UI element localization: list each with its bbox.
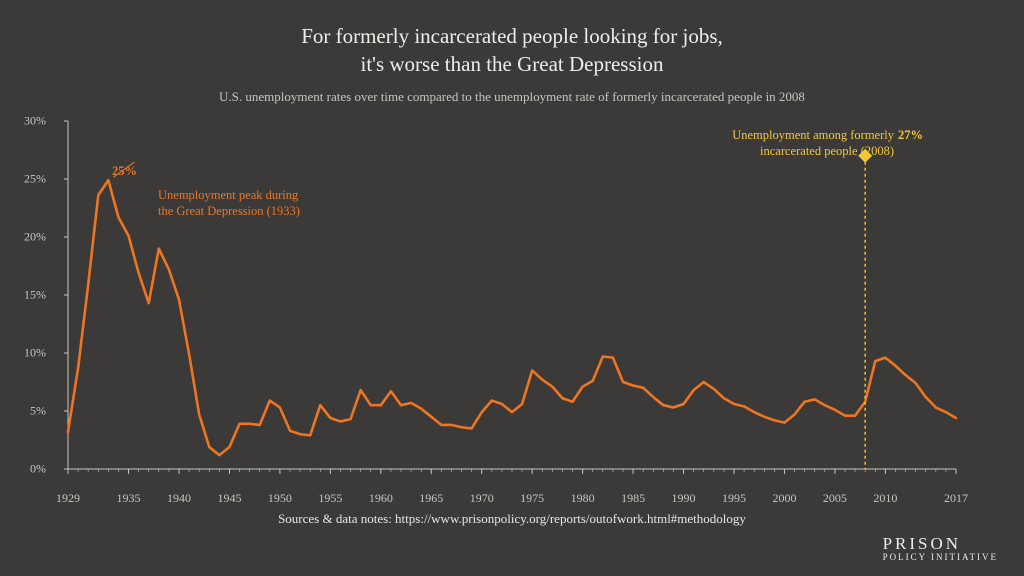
y-axis-label: 30% (24, 113, 46, 128)
x-axis-label: 2010 (873, 491, 897, 506)
x-axis-label: 1965 (419, 491, 443, 506)
x-axis-label: 1950 (268, 491, 292, 506)
x-axis-label: 1970 (470, 491, 494, 506)
y-axis-label: 25% (24, 171, 46, 186)
x-axis-label: 2017 (944, 491, 968, 506)
x-axis-label: 1980 (571, 491, 595, 506)
peak-percent-label: 25% (112, 164, 137, 178)
x-axis-label: 1935 (117, 491, 141, 506)
chart-plot-area: 25% Unemployment peak during the Great D… (52, 115, 972, 485)
x-axis-label: 1975 (520, 491, 544, 506)
y-axis-label: 20% (24, 229, 46, 244)
x-axis-label: 1985 (621, 491, 645, 506)
peak-annotation-line2: the Great Depression (1933) (158, 204, 300, 218)
sources-text: Sources & data notes: https://www.prison… (40, 511, 984, 527)
x-axis-label: 1960 (369, 491, 393, 506)
chart-subtitle: U.S. unemployment rates over time compar… (40, 89, 984, 105)
incarcerated-annotation: Unemployment among formerly incarcerated… (732, 127, 894, 160)
incarc-percent-label: 27% (898, 127, 923, 143)
chart-title: For formerly incarcerated people looking… (40, 22, 984, 79)
x-axis-label: 1945 (217, 491, 241, 506)
x-axis-label: 2000 (772, 491, 796, 506)
y-axis-label: 5% (30, 403, 46, 418)
incarc-annotation-line1: Unemployment among formerly (732, 128, 894, 142)
x-axis-label: 1940 (167, 491, 191, 506)
org-logo: PRISON POLICY INITIATIVE (883, 535, 998, 562)
x-axis-label: 1990 (672, 491, 696, 506)
title-line-2: it's worse than the Great Depression (361, 52, 664, 76)
logo-line-1: PRISON (883, 535, 998, 553)
y-axis-label: 15% (24, 287, 46, 302)
incarc-annotation-line2: incarcerated people (2008) (760, 144, 894, 158)
peak-annotation: 25% Unemployment peak during the Great D… (112, 163, 300, 220)
x-axis-label: 2005 (823, 491, 847, 506)
logo-line-2: POLICY INITIATIVE (883, 553, 998, 562)
title-line-1: For formerly incarcerated people looking… (301, 24, 723, 48)
x-axis-label: 1995 (722, 491, 746, 506)
y-axis-label: 10% (24, 345, 46, 360)
x-axis-label: 1955 (318, 491, 342, 506)
y-axis-label: 0% (30, 461, 46, 476)
x-axis-label: 1929 (56, 491, 80, 506)
peak-annotation-line1: Unemployment peak during (158, 188, 298, 202)
